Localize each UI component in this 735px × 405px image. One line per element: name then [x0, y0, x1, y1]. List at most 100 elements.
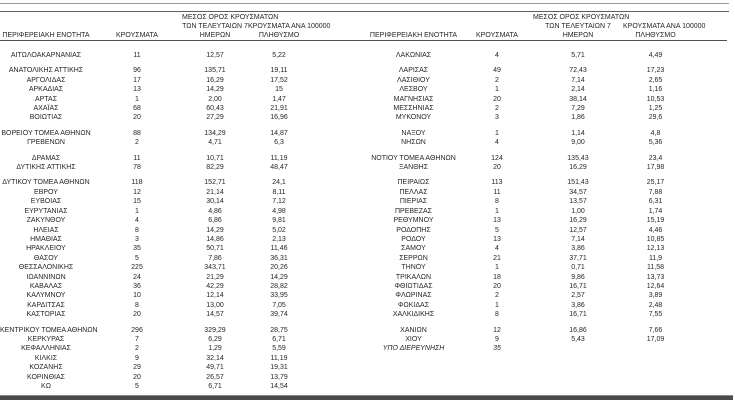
- per100k-cell: 8,11: [272, 188, 286, 196]
- per100k-cell: 15: [275, 86, 283, 94]
- cases-cell: 11: [133, 154, 141, 162]
- cases-cell: 10: [133, 292, 141, 300]
- header-line: ΜΕΣΟΣ ΟΡΟΣ ΚΡΟΥΣΜΑΤΩΝ: [533, 14, 630, 21]
- per100k-cell: 3,89: [648, 292, 663, 300]
- region-cell: ΡΟΔΟΠΗΣ: [396, 226, 431, 234]
- spacer-cell: [310, 226, 366, 235]
- region-cell: ΚΟΡΙΝΘΙΑΣ: [27, 373, 65, 381]
- region-cell: ΥΠΟ ΔΙΕΡΕΥΝΗΣΗ: [382, 345, 445, 353]
- avg7-cell: 60,43: [206, 105, 224, 113]
- cases-cell: 1: [495, 86, 499, 94]
- region-cell: ΕΥΒΟΙΑΣ: [30, 198, 62, 206]
- cases-cell: 68: [133, 105, 141, 113]
- cases-cell: 225: [131, 264, 143, 272]
- margin-cell: [688, 188, 727, 197]
- per100k-cell: 1,74: [648, 207, 663, 215]
- cases-cell: 15: [133, 198, 141, 206]
- per100k-cell: 9,81: [272, 217, 286, 225]
- per100k-cell: [623, 382, 688, 391]
- table-row: ΚΕΝΤΡΙΚΟΥ ΤΟΜΕΑ ΑΘΗΝΩΝ 296 329,29 28,75 ΧΑΝΙ…: [0, 326, 727, 335]
- spacer-cell: [310, 326, 366, 335]
- table-row: ΕΒΡΟΥ 12 21,14 8,11 ΠΕΛΛΑΣ 11 34,57 7,88: [0, 188, 727, 197]
- per100k-cell: 17,98: [646, 164, 665, 172]
- table-row: ΗΛΕΙΑΣ 8 14,29 5,02 ΡΟΔΟΠΗΣ 5 12,57 4,46: [0, 226, 727, 235]
- per100k-cell: 1,16: [648, 86, 663, 94]
- avg7-cell: [533, 354, 623, 363]
- region-cell: ΛΑΣΙΘΙΟΥ: [397, 76, 430, 84]
- avg7-cell: 13,00: [206, 301, 224, 309]
- per100k-cell: 11,9: [648, 254, 663, 262]
- header-line: ΚΡΟΥΣΜΑΤΑ ΑΝΑ 100000: [248, 23, 331, 30]
- table-row: ΚΑΒΑΛΑΣ 36 42,29 28,82 ΦΘΙΩΤΙΔΑΣ 20 16,71 12,64: [0, 282, 727, 291]
- table-row: ΒΟΙΩΤΙΑΣ 20 27,29 16,96 ΜΥΚΟΝΟΥ 3 1,86 29,6: [0, 113, 727, 122]
- cases-cell: 11: [493, 188, 501, 196]
- per100k-cell: 11,19: [270, 154, 288, 162]
- table-row: ΔΡΑΜΑΣ 11 10,71 11,19 ΝΟΤΙΟΥ ΤΟΜΕΑ ΑΘΗΝΩΝ 124…: [0, 154, 727, 163]
- table-row: ΔΥΤΙΚΗΣ ΑΤΤΙΚΗΣ 78 82,29 48,47 ΞΑΝΘΗΣ 20 16,29…: [0, 163, 727, 172]
- table-row: ΗΡΑΚΛΕΙΟΥ 35 50,71 11,46 ΣΑΜΟΥ 4 3,86 12,13: [0, 244, 727, 253]
- cases-cell: 8: [495, 311, 499, 319]
- header-row: ΠΕΡΙΦΕΡΕΙΑΚΗ ΕΝΟΤΗΤΑ ΚΡΟΥΣΜΑΤΑ ΜΕΣΟΣ ΟΡΟ…: [0, 13, 727, 41]
- table-row: ΚΑΛΥΜΝΟΥ 10 12,14 33,95 ΦΛΩΡΙΝΑΣ 2 2,57 3,89: [0, 291, 727, 300]
- region-cell: ΘΕΣΣΑΛΟΝΙΚΗΣ: [18, 264, 74, 272]
- avg7-cell: 7,14: [571, 235, 585, 243]
- spacer-cell: [310, 129, 366, 138]
- per100k-cell: 16,96: [270, 114, 288, 122]
- cases-cell: 20: [493, 164, 501, 172]
- cases-cell: 20: [133, 311, 141, 319]
- per100k-cell: 6,71: [272, 335, 286, 343]
- region-cell: ΝΑΞΟΥ: [401, 129, 426, 137]
- cases-cell: 2: [495, 292, 499, 300]
- margin-cell: [688, 344, 727, 353]
- cases-cell: 1: [495, 301, 499, 309]
- cases-cell: 124: [491, 154, 503, 162]
- cases-cell: 3: [135, 235, 139, 243]
- per100k-cell: 24,1: [272, 179, 286, 187]
- per100k-cell: 10,85: [646, 235, 665, 243]
- avg7-cell: 32,14: [206, 354, 224, 362]
- cases-cell: 2: [135, 345, 139, 353]
- avg7-cell: 4,71: [208, 139, 222, 147]
- region-cell: [366, 382, 461, 391]
- avg7-cell: 6,71: [208, 383, 222, 390]
- avg7-cell: 16,71: [569, 282, 587, 290]
- region-cell: [366, 354, 461, 363]
- region-cell: ΚΙΛΚΙΣ: [34, 354, 58, 362]
- per100k-cell: 29,6: [648, 114, 663, 122]
- per100k-cell: 13,79: [270, 373, 288, 381]
- per100k-cell: 20,26: [270, 264, 288, 272]
- spacer-cell: [310, 95, 366, 104]
- margin-cell: [688, 301, 727, 310]
- region-cell: ΧΑΛΚΙΔΙΚΗΣ: [392, 311, 435, 319]
- spacer-cell: [310, 207, 366, 216]
- cases-by-regional-unit-table: ΠΕΡΙΦΕΡΕΙΑΚΗ ΕΝΟΤΗΤΑ ΚΡΟΥΣΜΑΤΑ ΜΕΣΟΣ ΟΡΟ…: [0, 13, 727, 391]
- per100k-cell: 28,82: [270, 282, 288, 290]
- per100k-cell: 7,88: [648, 188, 663, 196]
- per100k-cell: 33,95: [270, 292, 288, 300]
- avg7-cell: 0,71: [571, 264, 585, 272]
- cases-cell: 1: [135, 207, 139, 215]
- region-cell: ΦΩΚΙΔΑΣ: [397, 301, 430, 309]
- region-cell: ΓΡΕΒΕΝΩΝ: [27, 139, 65, 147]
- margin-cell: [688, 373, 727, 382]
- cases-cell: 4: [495, 245, 499, 253]
- table-row: ΚΑΣΤΟΡΙΑΣ 20 14,57 39,74 ΧΑΛΚΙΔΙΚΗΣ 8 16,71 7,5…: [0, 310, 727, 319]
- region-cell: ΑΡΓΟΛΙΔΑΣ: [26, 76, 66, 84]
- region-cell: [366, 373, 461, 382]
- spacer-cell: [310, 216, 366, 225]
- margin-cell: [688, 291, 727, 300]
- cases-cell: 88: [133, 129, 141, 137]
- header-line: ΠΛΗΘΥΣΜΟ: [258, 32, 300, 39]
- cases-cell: 12: [133, 188, 141, 196]
- table-row: ΚΟΖΑΝΗΣ 29 49,71 19,31: [0, 363, 727, 372]
- region-cell: ΣΕΡΡΩΝ: [399, 254, 428, 262]
- cases-cell: [461, 382, 533, 391]
- cases-cell: 24: [133, 273, 141, 281]
- region-cell: ΠΕΛΛΑΣ: [399, 188, 428, 196]
- table-row: ΚΩ 5 6,71 14,54: [0, 382, 727, 391]
- region-cell: ΗΜΑΘΙΑΣ: [30, 235, 62, 243]
- margin-cell: [688, 363, 727, 372]
- region-cell: ΚΑΡΔΙΤΣΑΣ: [27, 301, 65, 309]
- region-cell: ΡΟΔΟΥ: [401, 235, 426, 243]
